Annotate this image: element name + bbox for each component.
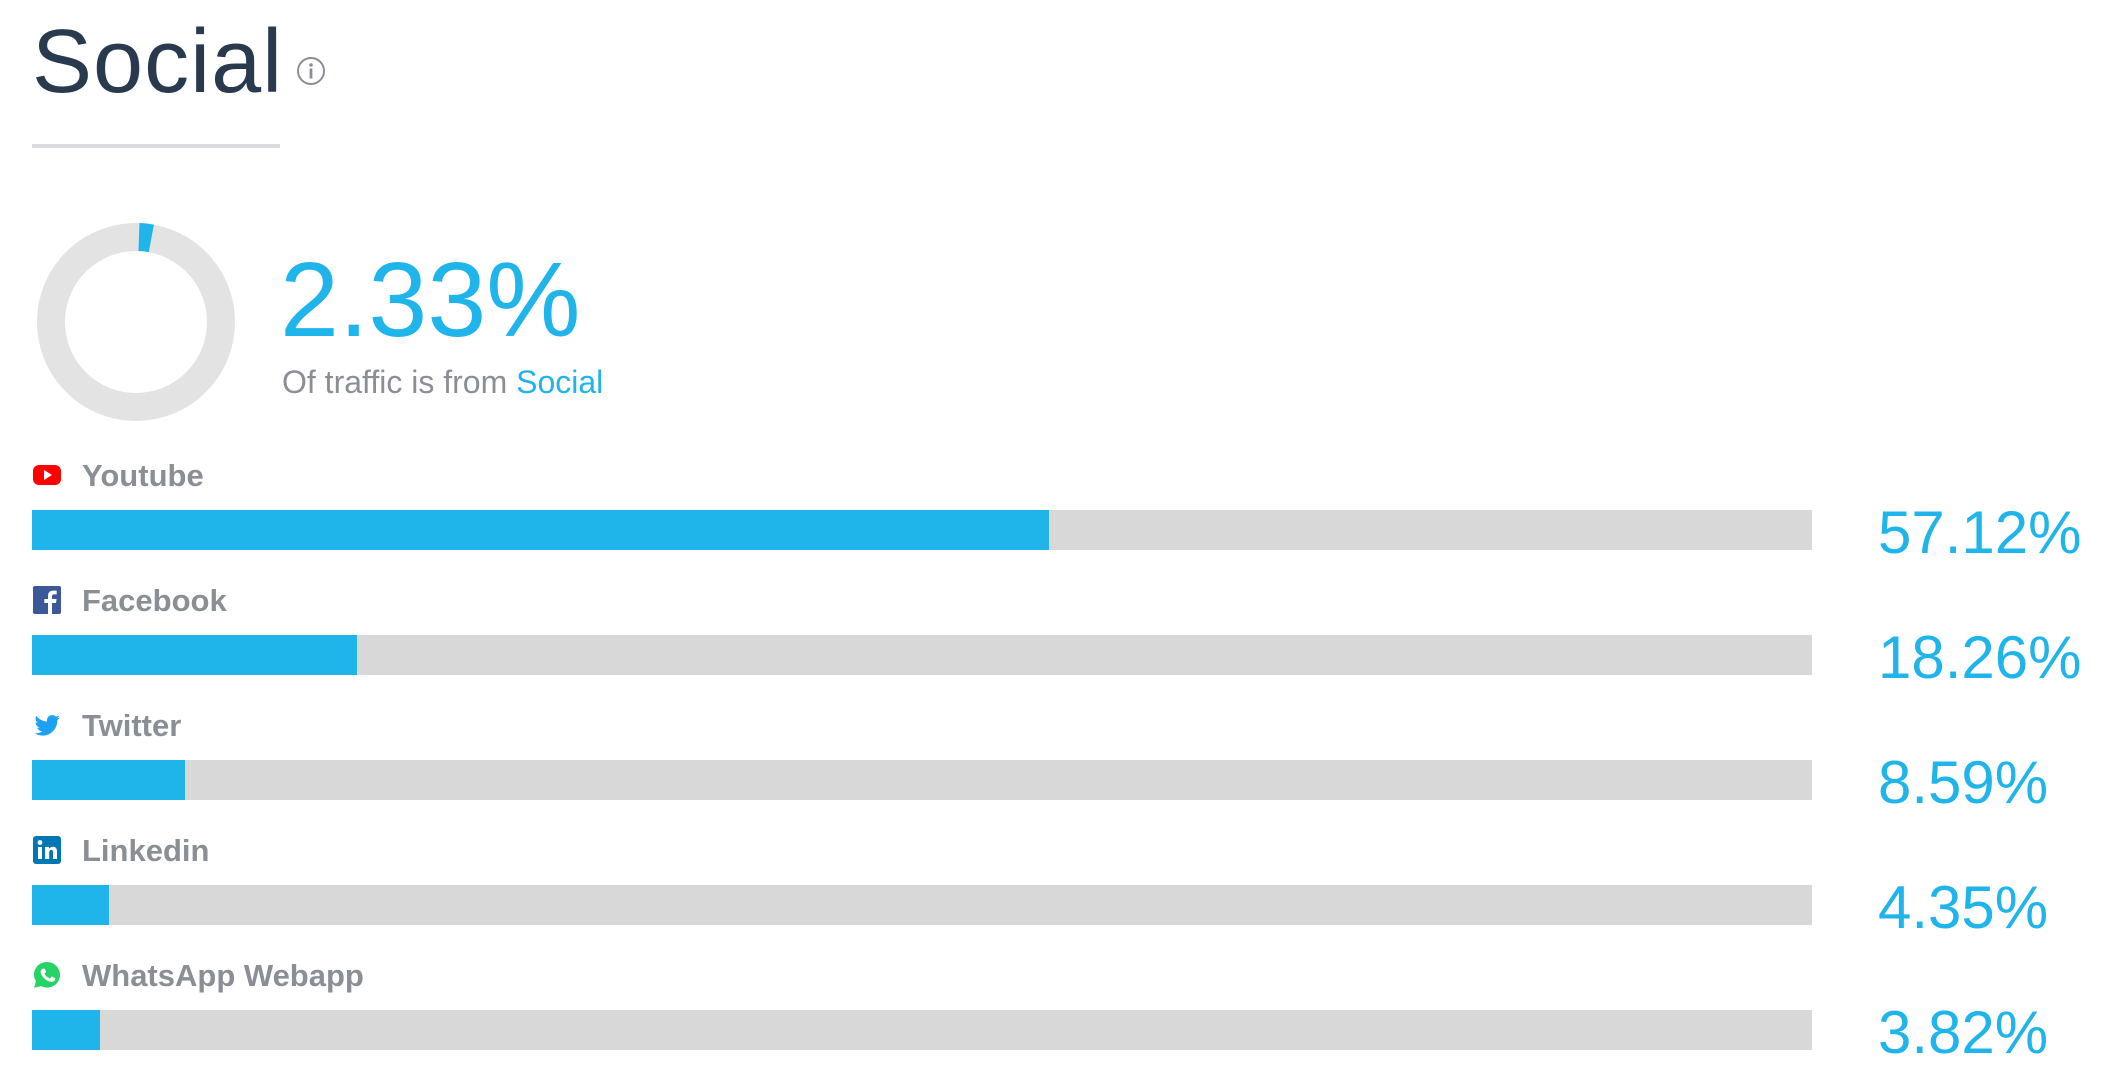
- bar-track: [32, 760, 1812, 800]
- bar-track: [32, 635, 1812, 675]
- facebook-icon: [32, 585, 62, 615]
- source-label[interactable]: Facebook: [82, 581, 227, 621]
- bar: [32, 885, 109, 925]
- source-label[interactable]: Youtube: [82, 456, 204, 496]
- twitter-icon: [32, 710, 62, 740]
- bar: [32, 1010, 100, 1050]
- bar: [32, 510, 1049, 550]
- social-source-row[interactable]: Linkedin 4.35%: [0, 835, 2104, 960]
- bar-track: [32, 1010, 1812, 1050]
- data-label: 57.12%: [1878, 498, 2082, 568]
- linkedin-icon: [32, 835, 62, 865]
- whatsapp-icon: [32, 960, 62, 990]
- source-label[interactable]: WhatsApp Webapp: [82, 956, 364, 996]
- data-label: 4.35%: [1878, 873, 2048, 943]
- social-source-row[interactable]: WhatsApp Webapp 3.82%: [0, 960, 2104, 1085]
- bar-track: [32, 510, 1812, 550]
- source-label[interactable]: Linkedin: [82, 831, 209, 871]
- bar: [32, 760, 185, 800]
- data-label: 18.26%: [1878, 623, 2082, 693]
- source-label[interactable]: Twitter: [82, 706, 181, 746]
- social-source-row[interactable]: Youtube 57.12%: [0, 460, 2104, 585]
- youtube-icon: [32, 460, 62, 490]
- data-label: 3.82%: [1878, 998, 2048, 1068]
- bar: [32, 635, 357, 675]
- bar-track: [32, 885, 1812, 925]
- social-source-row[interactable]: Facebook 18.26%: [0, 585, 2104, 710]
- social-source-row[interactable]: Twitter 8.59%: [0, 710, 2104, 835]
- data-label: 8.59%: [1878, 748, 2048, 818]
